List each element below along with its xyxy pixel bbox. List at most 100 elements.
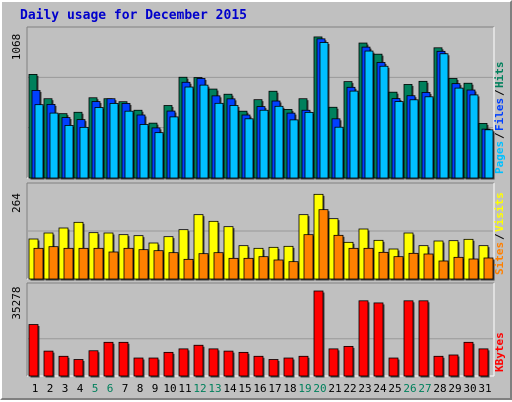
bar-sites-day-29	[453, 256, 464, 280]
bar-kbytes-day-9	[148, 357, 159, 377]
x-tick-day-18: 18	[283, 382, 296, 395]
bar-pages-day-20	[319, 42, 329, 179]
y-axis-max-label: 264	[10, 193, 23, 213]
bar-kbytes-day-7	[118, 341, 129, 377]
bar-pages-day-8	[139, 124, 149, 179]
bar-sites-day-15	[243, 257, 254, 280]
x-tick-day-19: 19	[298, 382, 311, 395]
legend-separator: /	[493, 89, 506, 96]
bar-sites-day-12	[198, 253, 209, 280]
bar-pages-day-7	[124, 110, 134, 179]
bar-kbytes-day-6	[103, 341, 114, 377]
bar-kbytes-day-1	[28, 324, 39, 377]
x-tick-day-25: 25	[388, 382, 401, 395]
x-tick-day-6: 6	[107, 382, 114, 395]
y-axis-max-label: 35278	[10, 286, 23, 319]
x-tick-day-4: 4	[77, 382, 84, 395]
bar-sites-day-5	[93, 247, 104, 280]
bar-sites-day-16	[258, 256, 269, 280]
bar-kbytes-day-24	[373, 302, 384, 377]
bar-sites-day-25	[393, 256, 404, 280]
bar-visits-day-14	[223, 226, 234, 280]
bar-sites-day-4	[78, 247, 89, 280]
bar-visits-day-28	[433, 240, 444, 280]
bar-kbytes-day-30	[463, 341, 474, 377]
x-tick-day-31: 31	[478, 382, 491, 395]
bar-kbytes-day-15	[238, 351, 249, 377]
bar-kbytes-day-12	[193, 344, 204, 377]
bar-kbytes-day-14	[223, 350, 234, 377]
bar-sites-day-2	[48, 246, 59, 280]
bar-pages-day-29	[454, 87, 464, 179]
bar-pages-day-15	[244, 118, 254, 179]
x-tick-day-28: 28	[433, 382, 446, 395]
bar-kbytes-day-25	[388, 357, 399, 377]
bar-pages-day-14	[229, 105, 239, 179]
x-tick-day-8: 8	[137, 382, 144, 395]
bar-sites-day-28	[438, 260, 449, 280]
bar-kbytes-day-28	[433, 355, 444, 377]
bar-pages-day-11	[184, 86, 194, 179]
bar-sites-day-22	[348, 247, 359, 280]
chart-title: Daily usage for December 2015	[20, 8, 247, 23]
legend-sites: Sites	[493, 242, 506, 275]
bar-kbytes-day-23	[358, 300, 369, 377]
bar-pages-day-5	[94, 107, 104, 179]
bar-visits-day-12	[193, 214, 204, 280]
bar-kbytes-day-2	[43, 350, 54, 377]
x-tick-day-20: 20	[313, 382, 326, 395]
bar-kbytes-day-13	[208, 348, 219, 377]
legend-files: Files	[493, 98, 506, 131]
bar-pages-day-10	[169, 116, 179, 179]
x-tick-day-14: 14	[223, 382, 237, 395]
bar-sites-day-7	[123, 247, 134, 280]
bar-sites-day-13	[213, 252, 224, 280]
bar-sites-day-31	[483, 257, 494, 280]
bar-sites-day-27	[423, 253, 434, 280]
bar-kbytes-day-22	[343, 345, 354, 377]
bar-pages-day-17	[274, 105, 284, 179]
x-tick-day-10: 10	[163, 382, 176, 395]
bar-pages-day-30	[469, 94, 479, 179]
bar-pages-day-28	[439, 53, 449, 179]
y-axis-max-label: 1068	[10, 34, 23, 61]
x-tick-day-29: 29	[448, 382, 461, 395]
bar-sites-day-23	[363, 247, 374, 280]
bar-kbytes-day-27	[418, 300, 429, 377]
bar-kbytes-day-21	[328, 348, 339, 377]
bar-sites-day-6	[108, 251, 119, 280]
bar-pages-day-26	[409, 99, 419, 179]
legend-separator: /	[493, 233, 506, 240]
bar-visits-day-13	[208, 220, 219, 280]
bar-pages-day-24	[379, 65, 389, 179]
bar-pages-day-12	[199, 84, 209, 179]
bar-sites-day-3	[63, 247, 74, 280]
x-tick-day-17: 17	[268, 382, 281, 395]
bar-pages-day-22	[349, 90, 359, 179]
x-tick-day-2: 2	[47, 382, 54, 395]
x-tick-day-24: 24	[373, 382, 387, 395]
x-tick-day-9: 9	[152, 382, 159, 395]
x-tick-day-22: 22	[343, 382, 356, 395]
x-tick-day-7: 7	[122, 382, 129, 395]
x-tick-day-16: 16	[253, 382, 266, 395]
bar-sites-day-17	[273, 259, 284, 280]
bar-sites-day-10	[168, 252, 179, 280]
bar-kbytes-day-19	[298, 355, 309, 377]
bar-sites-day-8	[138, 249, 149, 280]
bar-pages-day-19	[304, 112, 314, 179]
bar-kbytes-day-17	[268, 359, 279, 377]
bar-sites-day-24	[378, 251, 389, 280]
x-tick-day-12: 12	[193, 382, 206, 395]
bar-sites-day-30	[468, 258, 479, 280]
legend-pages: Pages	[493, 141, 506, 174]
x-tick-day-27: 27	[418, 382, 431, 395]
bar-pages-day-4	[79, 126, 89, 179]
bar-sites-day-18	[288, 261, 299, 280]
x-tick-day-23: 23	[358, 382, 371, 395]
bar-kbytes-day-4	[73, 359, 84, 377]
bar-kbytes-day-10	[163, 351, 174, 377]
bar-kbytes-day-26	[403, 300, 414, 377]
bar-sites-day-19	[303, 234, 314, 280]
